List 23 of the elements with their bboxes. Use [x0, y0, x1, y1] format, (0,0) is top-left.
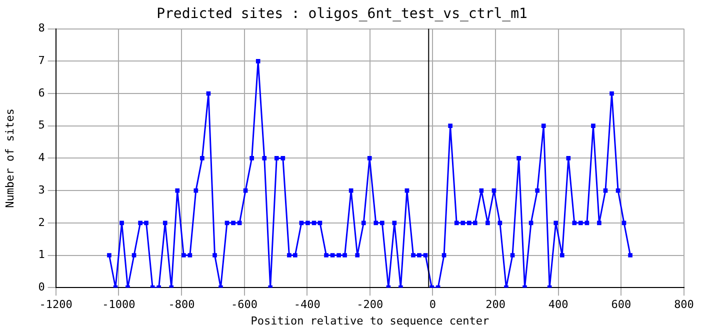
x-tick-label: 800 — [674, 298, 694, 312]
x-tick-label: 600 — [611, 298, 632, 312]
chart-title: Predicted sites : oligos_6nt_test_vs_ctrl_m1 — [156, 6, 528, 22]
x-tick-label: -400 — [294, 298, 320, 312]
y-tick-label: 4 — [38, 151, 46, 164]
y-tick-label: 5 — [38, 118, 45, 132]
x-tick-label: 200 — [486, 298, 506, 312]
x-axis-title: Position relative to sequence center — [250, 314, 490, 328]
x-tick-label: 400 — [548, 298, 568, 312]
y-tick-label: 1 — [38, 248, 45, 262]
x-tick-label: -1000 — [102, 298, 136, 312]
y-tick-label: 8 — [38, 22, 45, 35]
y-tick-label: 6 — [38, 86, 45, 100]
y-tick-label: 2 — [38, 216, 45, 229]
x-tick-label: -1200 — [39, 298, 72, 312]
y-axis-title: Number of sites — [3, 108, 16, 208]
y-tick-label: 0 — [38, 280, 45, 294]
x-tick-label: -600 — [231, 298, 258, 312]
y-tick-label: 3 — [38, 183, 45, 196]
x-tick-label: -800 — [168, 298, 195, 312]
x-tick-label: 0 — [429, 298, 436, 312]
x-tick-label: -200 — [356, 298, 384, 312]
y-tick-label: 7 — [38, 54, 45, 68]
